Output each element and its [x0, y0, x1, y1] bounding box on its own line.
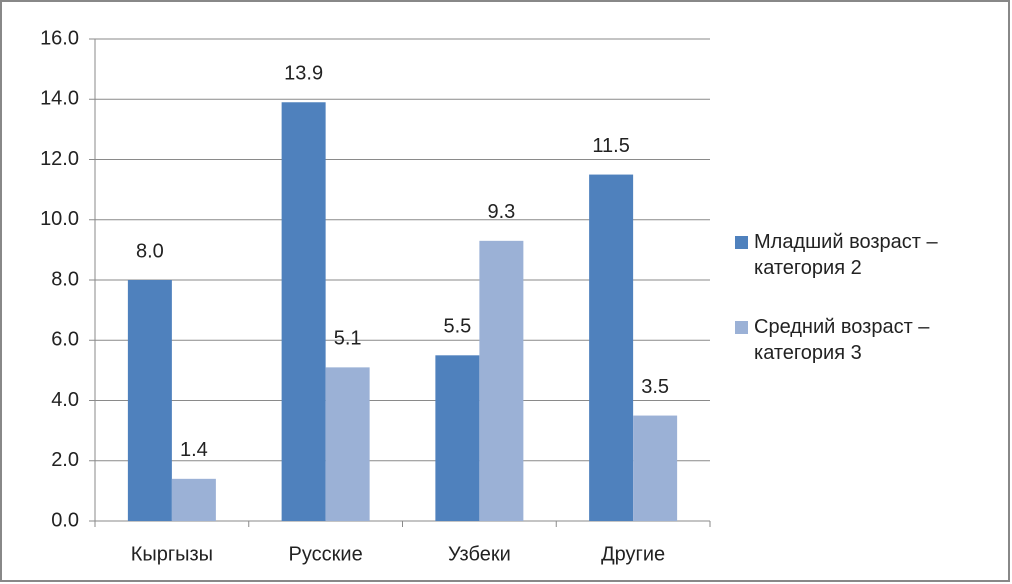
data-label: 5.5	[443, 316, 471, 338]
bar	[127, 280, 172, 521]
bar	[171, 478, 216, 521]
y-tick-label: 10.0	[40, 208, 79, 230]
data-label: 1.4	[180, 439, 208, 461]
x-tick-label: Узбеки	[448, 543, 511, 565]
legend-swatch	[735, 236, 748, 249]
legend-swatch	[735, 321, 748, 334]
x-tick-label: Кыргызы	[131, 543, 213, 565]
bar	[435, 355, 480, 521]
y-tick-label: 4.0	[51, 389, 79, 411]
y-tick-label: 16.0	[40, 27, 79, 49]
legend-label: Младший возраст – категория 2	[754, 231, 938, 279]
data-label: 5.1	[334, 328, 362, 350]
data-label: 9.3	[487, 201, 515, 223]
data-label: 3.5	[641, 376, 669, 398]
bar	[633, 415, 678, 521]
y-tick-label: 2.0	[51, 449, 79, 471]
bar	[325, 367, 370, 521]
data-label: 8.0	[136, 240, 164, 262]
bar	[479, 240, 524, 521]
y-tick-label: 6.0	[51, 329, 79, 351]
data-label: 13.9	[284, 63, 323, 85]
x-tick-label: Другие	[601, 543, 665, 565]
y-tick-label: 12.0	[40, 148, 79, 170]
bar	[281, 102, 326, 521]
y-tick-label: 14.0	[40, 88, 79, 110]
y-tick-label: 0.0	[51, 509, 79, 531]
legend-label: Средний возраст – категория 3	[754, 316, 930, 364]
x-tick-label: Русские	[289, 543, 363, 565]
bar	[589, 174, 634, 521]
y-tick-label: 8.0	[51, 268, 79, 290]
data-label: 11.5	[592, 135, 629, 157]
